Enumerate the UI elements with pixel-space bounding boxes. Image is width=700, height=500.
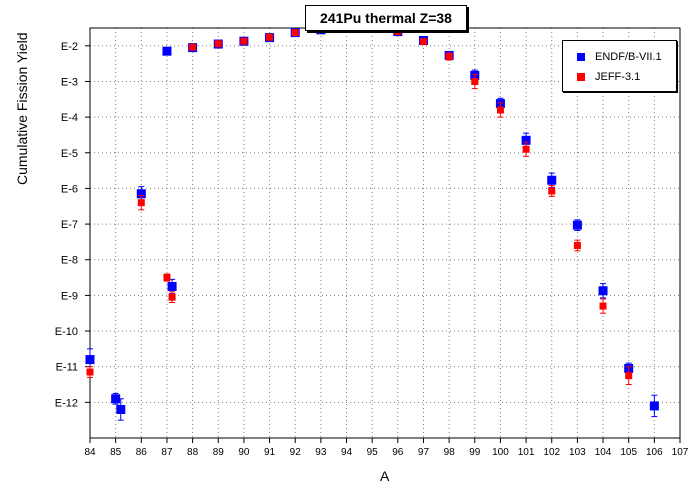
- data-point-endf: [116, 404, 126, 414]
- x-tick-label: 84: [84, 447, 96, 458]
- y-tick-label: E-10: [55, 326, 78, 338]
- y-tick-label: E-11: [56, 362, 78, 374]
- x-tick-label: 86: [136, 447, 148, 458]
- data-point-endf: [547, 175, 557, 185]
- y-tick-label: E-6: [61, 183, 78, 195]
- legend-label-endf: ENDF/B-VII.1: [595, 51, 662, 63]
- x-tick-label: 106: [646, 447, 663, 458]
- y-tick-label: E-5: [61, 148, 78, 160]
- data-point-jeff: [86, 368, 94, 376]
- x-tick-label: 105: [620, 447, 637, 458]
- data-point-jeff: [599, 302, 607, 310]
- x-tick-label: 107: [672, 447, 689, 458]
- legend-item-endf: ENDF/B-VII.1: [577, 51, 662, 63]
- data-point-jeff: [394, 28, 402, 36]
- x-tick-label: 100: [492, 447, 509, 458]
- data-point-endf: [167, 281, 177, 291]
- x-tick-label: 94: [341, 447, 353, 458]
- data-point-jeff: [522, 145, 530, 153]
- legend-label-jeff: JEFF-3.1: [595, 71, 641, 83]
- data-point-jeff: [137, 199, 145, 207]
- chart-title: 241Pu thermal Z=38: [305, 5, 467, 31]
- x-tick-label: 91: [264, 447, 276, 458]
- data-point-jeff: [168, 293, 176, 301]
- x-tick-label: 103: [569, 447, 586, 458]
- x-tick-label: 90: [238, 447, 250, 458]
- x-tick-label: 99: [469, 447, 481, 458]
- data-point-jeff: [625, 372, 633, 380]
- legend-item-jeff: JEFF-3.1: [577, 71, 640, 83]
- x-tick-label: 101: [518, 447, 535, 458]
- x-tick-label: 102: [543, 447, 560, 458]
- x-tick-label: 87: [161, 447, 173, 458]
- data-point-endf: [162, 46, 172, 56]
- x-tick-label: 98: [444, 447, 456, 458]
- data-point-jeff: [214, 40, 222, 48]
- y-tick-label: E-3: [61, 76, 78, 88]
- x-tick-label: 88: [187, 447, 199, 458]
- data-point-jeff: [548, 187, 556, 195]
- legend-swatch-endf: [577, 53, 585, 61]
- x-tick-label: 85: [110, 447, 122, 458]
- data-point-jeff: [573, 241, 581, 249]
- y-tick-label: E-9: [61, 290, 78, 302]
- x-tick-label: 92: [290, 447, 302, 458]
- x-axis-ticks: 84 85 86 87 88 89 90 91 92 93 94 95 96 97 98 99 100 101 10…: [84, 438, 689, 458]
- data-point-jeff: [189, 43, 197, 51]
- data-point-jeff: [266, 33, 274, 41]
- chart-title-text: 241Pu thermal Z=38: [320, 10, 452, 26]
- data-point-endf: [649, 401, 659, 411]
- data-point-jeff: [240, 37, 248, 45]
- y-axis-label: Cumulative Fission Yield: [14, 32, 30, 185]
- data-point-jeff: [471, 77, 479, 85]
- x-axis-label: A: [380, 468, 390, 484]
- data-point-endf: [521, 135, 531, 145]
- y-axis-ticks: E-2 E-3 E-4 E-5 E-6 E-7 E-8 E-9 E-10 E-11 E-12: [55, 41, 90, 409]
- data-point-endf: [136, 189, 146, 199]
- grid-lines: [90, 28, 680, 438]
- data-point-jeff: [496, 106, 504, 114]
- x-tick-label: 93: [315, 447, 327, 458]
- data-point-jeff: [445, 53, 453, 61]
- y-tick-label: E-8: [61, 255, 78, 267]
- y-tick-label: E-7: [61, 219, 78, 231]
- x-tick-label: 95: [367, 447, 379, 458]
- data-point-jeff: [163, 274, 171, 282]
- y-tick-label: E-12: [55, 397, 78, 409]
- legend: ENDF/B-VII.1 JEFF-3.1: [562, 40, 677, 92]
- data-point-endf: [111, 394, 121, 404]
- x-tick-label: 96: [392, 447, 404, 458]
- data-point-endf: [572, 220, 582, 230]
- y-tick-label: E-2: [61, 41, 78, 53]
- x-tick-label: 89: [213, 447, 225, 458]
- data-point-endf: [85, 355, 95, 365]
- y-tick-label: E-4: [61, 112, 78, 124]
- x-tick-label: 104: [595, 447, 612, 458]
- data-point-jeff: [291, 29, 299, 37]
- legend-swatch-jeff: [577, 73, 585, 81]
- x-tick-label: 97: [418, 447, 430, 458]
- data-point-jeff: [419, 38, 427, 46]
- data-point-endf: [598, 286, 608, 296]
